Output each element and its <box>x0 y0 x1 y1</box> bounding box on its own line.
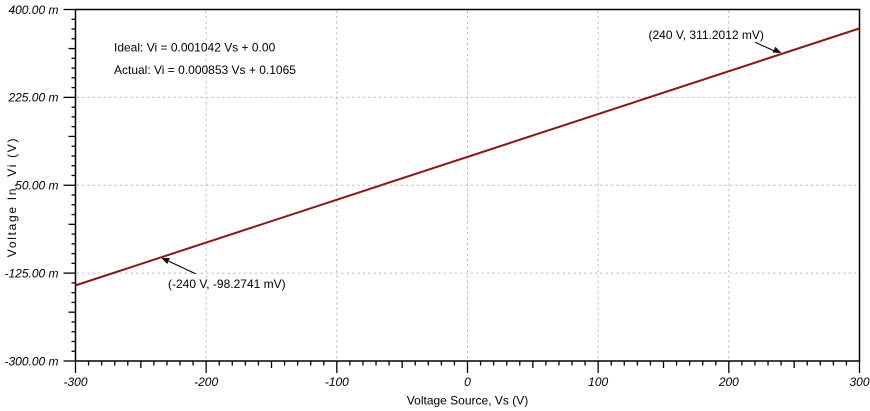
svg-text:50.00 m: 50.00 m <box>15 179 58 193</box>
svg-text:Actual: Vi = 0.000853 Vs + 0.1: Actual: Vi = 0.000853 Vs + 0.1065 <box>114 63 296 77</box>
svg-text:(-240 V, -98.2741 mV): (-240 V, -98.2741 mV) <box>168 277 286 291</box>
svg-text:-300: -300 <box>63 375 87 389</box>
svg-text:-100: -100 <box>325 375 349 389</box>
svg-text:(240 V, 311.2012 mV): (240 V, 311.2012 mV) <box>649 28 764 42</box>
svg-text:225.00 m: 225.00 m <box>7 91 58 105</box>
svg-text:100: 100 <box>588 375 608 389</box>
svg-text:0: 0 <box>464 375 471 389</box>
svg-text:-125.00 m: -125.00 m <box>4 266 58 280</box>
svg-text:400.00 m: 400.00 m <box>8 3 58 17</box>
svg-text:Ideal: Vi = 0.001042 Vs + 0.00: Ideal: Vi = 0.001042 Vs + 0.00 <box>114 40 276 54</box>
svg-text:-300.00 m: -300.00 m <box>4 354 58 368</box>
svg-text:300: 300 <box>849 375 869 389</box>
svg-text:-200: -200 <box>194 375 218 389</box>
svg-text:Voltage Source, Vs (V): Voltage Source, Vs (V) <box>407 394 528 408</box>
svg-text:200: 200 <box>718 375 739 389</box>
svg-text:Voltage In, Vi (V): Voltage In, Vi (V) <box>5 137 19 257</box>
